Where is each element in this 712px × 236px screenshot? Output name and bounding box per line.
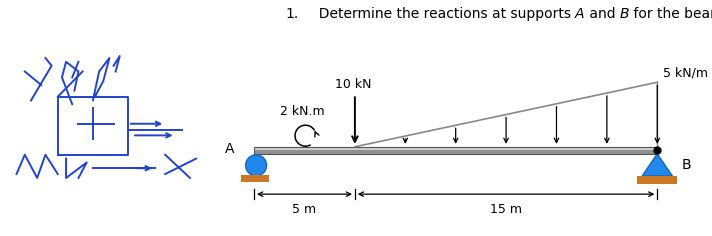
Text: and: and: [585, 7, 619, 21]
Text: A: A: [224, 142, 234, 156]
Bar: [637, 176, 677, 184]
Text: 5 m: 5 m: [293, 203, 317, 216]
Bar: [254, 147, 657, 154]
Text: A: A: [575, 7, 585, 21]
Text: 15 m: 15 m: [490, 203, 522, 216]
Polygon shape: [642, 154, 672, 176]
Circle shape: [246, 155, 266, 176]
Text: B: B: [619, 7, 629, 21]
Text: 1.: 1.: [286, 7, 299, 21]
Text: 2 kN.m: 2 kN.m: [281, 105, 325, 118]
Bar: [254, 147, 657, 150]
Text: for the beam loaded as shown below.: for the beam loaded as shown below.: [629, 7, 712, 21]
Text: 5 kN/m: 5 kN/m: [664, 66, 708, 79]
Text: B: B: [681, 158, 691, 172]
Bar: [241, 175, 269, 182]
Bar: [254, 150, 657, 154]
Text: Determine the reactions at supports: Determine the reactions at supports: [310, 7, 575, 21]
Text: 10 kN: 10 kN: [335, 78, 371, 91]
